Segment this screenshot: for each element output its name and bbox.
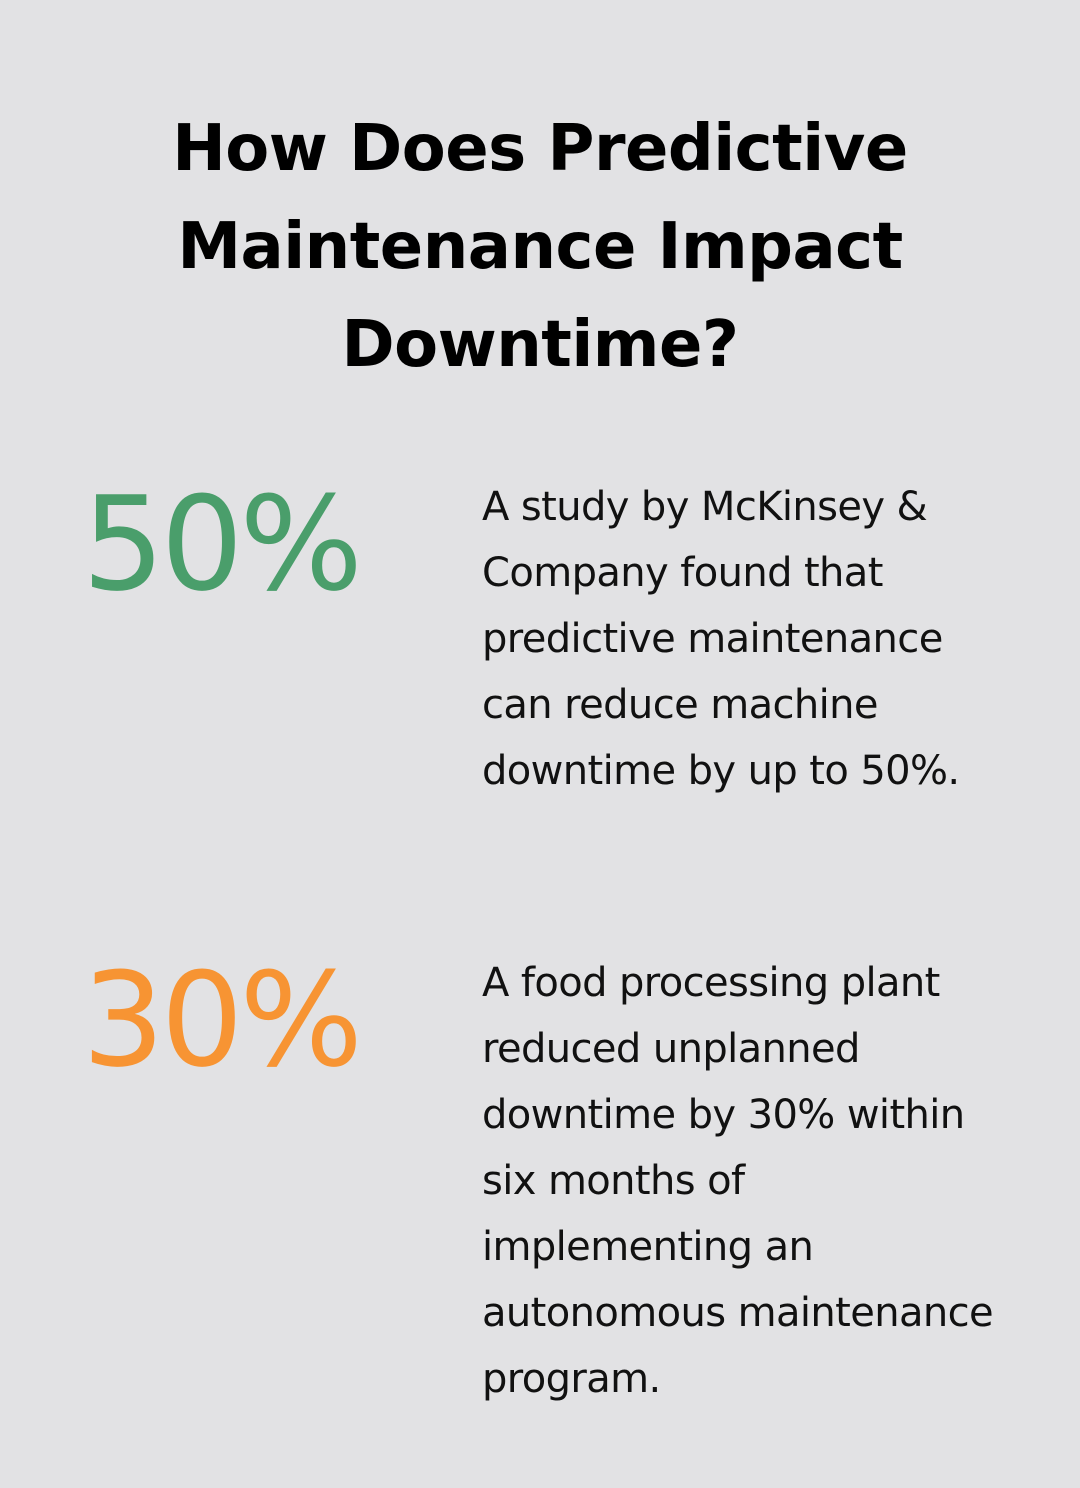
stat-value-2: 30% [82,944,363,1096]
stat-description-1: A study by McKinsey & Company found that… [482,484,960,794]
stat-description-2: A food processing plant reduced unplanne… [482,960,994,1402]
stat-value-1: 50% [82,468,363,620]
page-title: How Does Predictive Maintenance Impact D… [172,112,908,382]
